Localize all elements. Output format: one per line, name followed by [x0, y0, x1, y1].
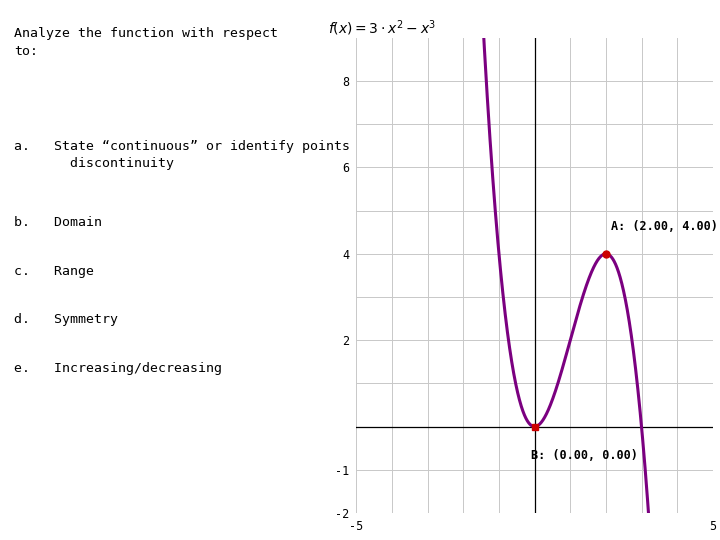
Text: B: (0.00, 0.00): B: (0.00, 0.00) — [531, 449, 638, 462]
Text: A: (2.00, 4.00): A: (2.00, 4.00) — [611, 220, 718, 233]
Text: d.   Symmetry: d. Symmetry — [14, 313, 118, 326]
Text: c.   Range: c. Range — [14, 265, 94, 278]
Text: e.   Increasing/decreasing: e. Increasing/decreasing — [14, 362, 222, 375]
Text: b.   Domain: b. Domain — [14, 216, 102, 229]
Text: a.   State “continuous” or identify points of
       discontinuity: a. State “continuous” or identify points… — [14, 140, 374, 171]
Text: $f(x) = 3 \cdot x^2 - x^3$: $f(x) = 3 \cdot x^2 - x^3$ — [328, 19, 436, 38]
Text: Analyze the function with respect
to:: Analyze the function with respect to: — [14, 27, 279, 58]
